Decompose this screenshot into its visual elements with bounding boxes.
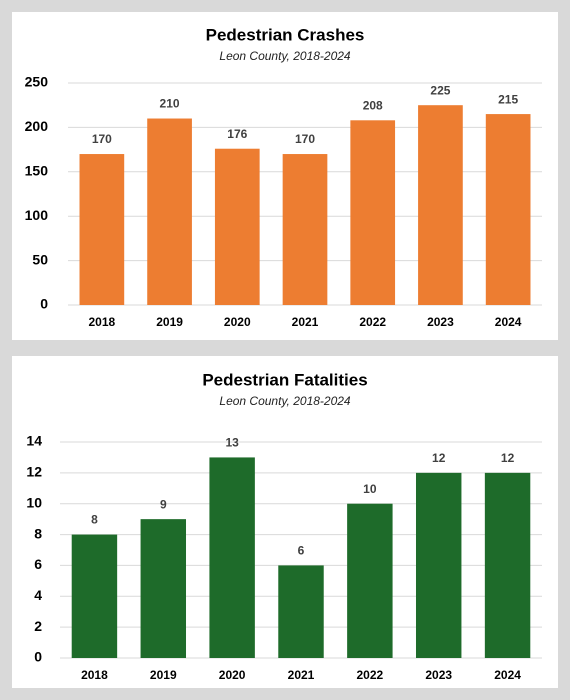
bar: [209, 457, 255, 658]
chart-subtitle: Leon County, 2018-2024: [219, 394, 351, 408]
value-label: 6: [298, 544, 305, 558]
x-tick-label: 2022: [357, 668, 384, 682]
bar: [350, 120, 396, 306]
x-tick-label: 2020: [219, 668, 246, 682]
value-label: 9: [160, 497, 167, 511]
chart-title: Pedestrian Fatalities: [202, 370, 367, 389]
y-tick-label: 2: [34, 618, 42, 634]
bar: [415, 472, 462, 658]
y-tick-label: 14: [26, 433, 42, 449]
bar: [71, 534, 118, 658]
y-tick-label: 250: [25, 74, 49, 90]
value-label: 208: [363, 98, 383, 112]
bar: [484, 472, 531, 658]
x-tick-label: 2018: [89, 315, 116, 329]
x-tick-label: 2021: [288, 668, 315, 682]
x-tick-label: 2021: [292, 315, 319, 329]
y-tick-label: 4: [34, 587, 42, 603]
chart-subtitle: Leon County, 2018-2024: [219, 49, 351, 63]
y-tick-label: 6: [34, 556, 42, 572]
value-label: 10: [363, 482, 377, 496]
x-tick-label: 2018: [81, 668, 108, 682]
bar: [147, 118, 192, 306]
bar: [140, 519, 187, 658]
value-label: 225: [430, 83, 450, 97]
x-tick-label: 2023: [427, 315, 454, 329]
y-tick-label: 100: [25, 207, 49, 223]
y-tick-label: 0: [40, 296, 48, 312]
y-tick-label: 150: [25, 163, 49, 179]
value-label: 12: [432, 451, 446, 465]
y-tick-label: 0: [34, 649, 42, 665]
bar: [282, 154, 328, 305]
x-tick-label: 2024: [495, 315, 522, 329]
value-label: 170: [92, 132, 112, 146]
value-label: 215: [498, 92, 518, 106]
value-label: 8: [91, 513, 98, 527]
y-tick-label: 12: [26, 464, 42, 480]
value-label: 170: [295, 132, 315, 146]
value-label: 13: [225, 436, 239, 450]
y-tick-label: 200: [25, 118, 49, 134]
bar: [418, 105, 463, 305]
bar: [278, 565, 324, 658]
x-tick-label: 2020: [224, 315, 251, 329]
value-label: 176: [227, 127, 247, 141]
y-tick-label: 10: [26, 494, 42, 510]
bar: [79, 154, 125, 305]
value-label: 12: [501, 451, 515, 465]
chart-title: Pedestrian Crashes: [206, 25, 365, 44]
x-tick-label: 2019: [150, 668, 177, 682]
bar: [485, 114, 531, 305]
value-label: 210: [160, 97, 180, 111]
bar: [214, 148, 260, 305]
y-tick-label: 8: [34, 525, 42, 541]
x-tick-label: 2023: [425, 668, 452, 682]
x-tick-label: 2022: [359, 315, 386, 329]
x-tick-label: 2019: [156, 315, 183, 329]
x-tick-label: 2024: [494, 668, 521, 682]
y-tick-label: 50: [32, 251, 48, 267]
bar: [347, 503, 393, 658]
